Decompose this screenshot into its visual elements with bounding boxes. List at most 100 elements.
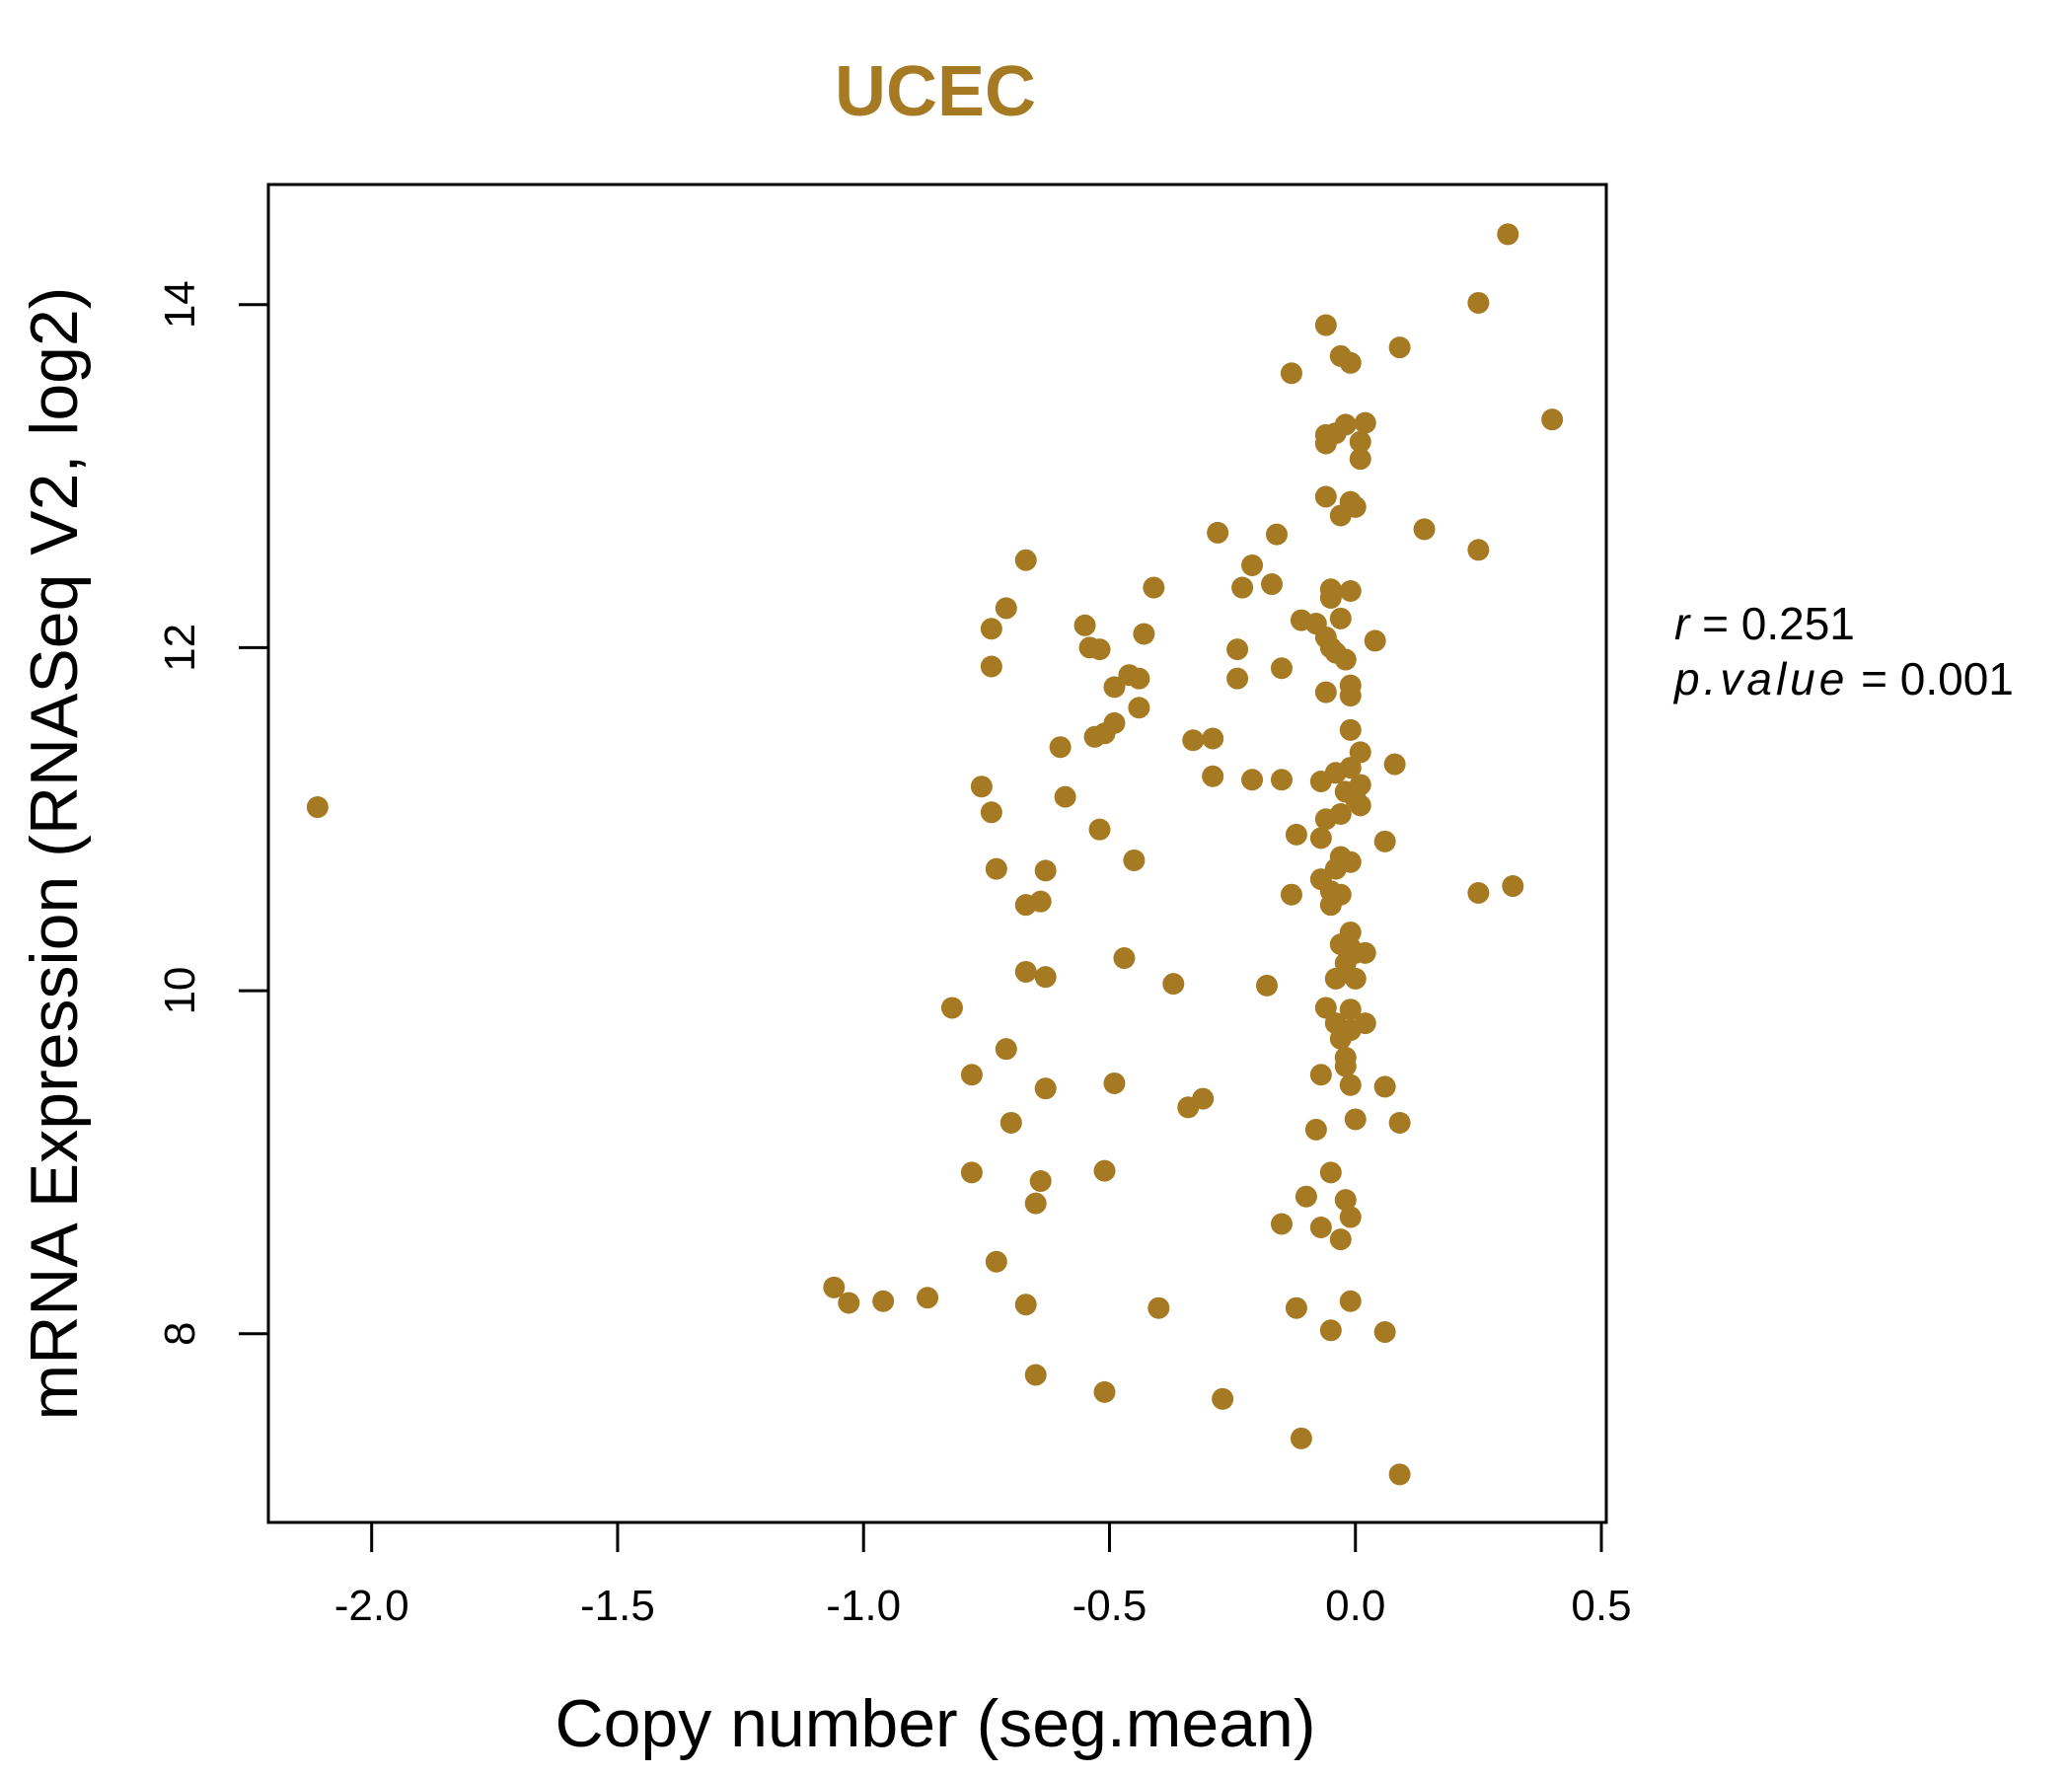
x-axis-label: Copy number (seg.mean)	[555, 1686, 1315, 1761]
data-point	[1388, 1111, 1411, 1134]
data-point	[1541, 408, 1564, 431]
data-point	[1314, 997, 1337, 1019]
data-point	[917, 1287, 939, 1309]
data-point	[995, 1038, 1017, 1061]
data-point	[1339, 1073, 1362, 1096]
data-point	[1034, 1077, 1057, 1100]
data-point	[1467, 539, 1490, 561]
data-point	[1309, 1216, 1332, 1238]
data-point	[1226, 667, 1249, 690]
data-point	[1226, 638, 1249, 661]
data-point	[1133, 623, 1155, 645]
data-point	[1202, 727, 1224, 750]
p-value: 0.001	[1900, 653, 2014, 704]
data-point	[1014, 960, 1037, 983]
data-point	[1128, 697, 1150, 719]
data-point	[1319, 1319, 1342, 1342]
data-point	[1329, 504, 1352, 527]
data-point	[1049, 736, 1072, 759]
data-point	[1329, 607, 1352, 629]
data-point	[1339, 351, 1362, 374]
r-label: r	[1674, 598, 1691, 649]
data-point	[1241, 769, 1264, 791]
data-point	[1334, 648, 1357, 671]
data-point	[1285, 823, 1307, 846]
data-point	[872, 1290, 895, 1312]
data-point	[1373, 1075, 1396, 1098]
data-point	[1339, 580, 1362, 603]
data-point	[1339, 1290, 1362, 1312]
data-point	[1314, 681, 1337, 703]
data-point	[1344, 1108, 1367, 1131]
data-point	[1364, 629, 1386, 652]
data-point	[306, 796, 329, 819]
data-point	[1309, 827, 1332, 850]
data-point	[1147, 1296, 1170, 1319]
data-point	[940, 997, 963, 1019]
data-point	[1383, 753, 1406, 776]
data-point	[1295, 1185, 1317, 1208]
data-point	[1261, 573, 1283, 596]
data-point	[1314, 808, 1337, 831]
data-point	[1034, 859, 1057, 882]
data-point	[1334, 952, 1357, 975]
data-point	[1324, 967, 1347, 990]
data-point	[1349, 448, 1371, 471]
data-point	[823, 1276, 846, 1298]
x-axis: -2.0 -1.5 -1.0 -0.5 0.0 0.5	[334, 1522, 1632, 1630]
data-point	[999, 1111, 1022, 1134]
x-tick-label: -1.0	[826, 1582, 901, 1630]
p-equals: =	[1861, 653, 1900, 704]
data-point	[1270, 657, 1293, 680]
data-point	[1034, 966, 1057, 989]
data-point	[1113, 947, 1136, 970]
y-tick-label: 14	[156, 280, 204, 329]
data-point	[1319, 586, 1342, 609]
r-value: 0.251	[1741, 598, 1855, 649]
data-point	[1354, 941, 1376, 964]
data-point	[1502, 875, 1524, 898]
data-point	[1314, 314, 1337, 336]
data-point	[1339, 1206, 1362, 1228]
data-point	[1265, 523, 1288, 546]
data-point	[1285, 1296, 1307, 1319]
data-point	[1319, 1161, 1342, 1184]
data-point	[985, 1250, 1007, 1273]
data-point	[1024, 1364, 1047, 1386]
data-point	[1014, 549, 1037, 571]
data-point	[1014, 894, 1037, 917]
x-tick-label: -1.5	[580, 1582, 655, 1630]
data-point	[1339, 685, 1362, 707]
data-point	[1212, 1387, 1234, 1410]
data-point	[1349, 794, 1371, 817]
data-point	[1354, 411, 1376, 434]
data-point	[1024, 1192, 1047, 1215]
y-tick-label: 10	[156, 967, 204, 1015]
data-point	[1334, 1189, 1357, 1212]
data-point	[1123, 849, 1146, 871]
data-point	[1241, 554, 1264, 576]
data-point	[985, 857, 1007, 880]
data-point	[1088, 638, 1111, 661]
chart-title: UCEC	[835, 52, 1036, 131]
data-point	[980, 618, 1002, 640]
data-point	[1467, 881, 1490, 904]
data-point	[1182, 729, 1205, 752]
y-axis-label: mRNA Expression (RNASeq V2, log2)	[17, 287, 92, 1421]
data-point	[1373, 1321, 1396, 1344]
data-point	[1388, 336, 1411, 359]
data-point	[1339, 718, 1362, 741]
data-point	[980, 801, 1002, 824]
data-point	[1162, 973, 1185, 996]
data-point	[1309, 770, 1332, 792]
data-point	[1344, 967, 1367, 990]
data-point	[1093, 1159, 1116, 1182]
data-point	[1143, 576, 1165, 599]
data-point	[1329, 1027, 1352, 1050]
data-point	[1349, 430, 1371, 453]
data-point	[1029, 1170, 1052, 1193]
x-tick-label: -2.0	[334, 1582, 409, 1630]
data-point	[1088, 818, 1111, 841]
data-point	[995, 597, 1017, 620]
